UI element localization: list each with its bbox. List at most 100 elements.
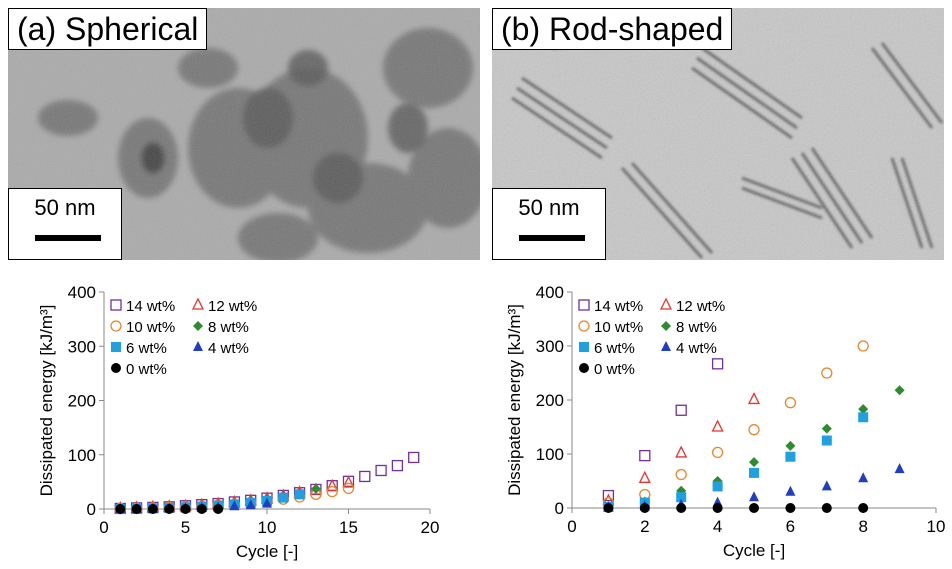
chart-a-x-tick-label: 15 (339, 518, 358, 537)
chart-b-legend-marker (579, 342, 589, 352)
chart-a-data-point (326, 485, 338, 498)
chart-b-data-point (858, 412, 869, 423)
chart-a-data-point (180, 504, 191, 514)
chart-b-y-tick-label: 300 (536, 337, 564, 356)
chart-b-data-point (712, 481, 723, 492)
chart-a-data-point (310, 483, 321, 494)
chart-b-x-tick-label: 8 (858, 517, 867, 536)
chart-b-data-point (858, 503, 869, 513)
chart-b-data-point (821, 435, 832, 446)
chart-a-data-point (245, 499, 256, 510)
chart-b-data-point (748, 424, 760, 436)
chart-b-data-point (858, 472, 869, 483)
chart-a-data-point (213, 504, 224, 514)
scale-bar-a (35, 235, 101, 241)
chart-a-legend-label: 6 wt% (126, 340, 167, 357)
chart-b-legend-marker (661, 341, 671, 351)
chart-a-y-tick-label: 200 (68, 392, 96, 411)
chart-b-data-point (821, 503, 832, 513)
chart-a-data-point (342, 482, 355, 495)
chart-b-series-14wt (602, 358, 724, 502)
chart-a-y-tick-label: 300 (68, 337, 96, 356)
chart-b-legend-marker (579, 363, 589, 373)
chart-b-series-12wt (602, 392, 761, 506)
chart-a-x-tick-label: 20 (421, 518, 440, 537)
chart-spherical: 0 100 200 300 400 0 5 10 15 20 Cycle [-] Dissipated… (37, 283, 440, 561)
chart-b-data-point (821, 423, 832, 434)
chart-b-data-point (785, 503, 796, 513)
chart-b-data-point (894, 463, 905, 474)
chart-b-data-point (712, 503, 723, 513)
chart-b-legend-label: 4 wt% (676, 340, 717, 357)
chart-a-x-tick-label: 5 (181, 518, 190, 537)
chart-a-legend-marker (110, 320, 122, 332)
chart-b-data-point (675, 468, 687, 481)
chart-a-legend-marker (193, 321, 203, 331)
chart-b-data-point (747, 392, 761, 405)
chart-b-data-point (639, 503, 650, 513)
chart-a-x-tick-label: 0 (99, 518, 108, 537)
chart-a-series-6wt (115, 489, 305, 514)
chart-b-x-tick-label: 2 (640, 517, 649, 536)
chart-a-data-point (326, 478, 339, 491)
chart-b-data-point (784, 397, 797, 409)
chart-a-legend-marker (191, 297, 205, 310)
chart-b-y-tick-label: 200 (536, 391, 564, 410)
chart-b-data-point (858, 404, 869, 415)
chart-a-data-point (147, 504, 158, 514)
chart-a-legend-label: 4 wt% (208, 340, 249, 357)
chart-b-y-axis-label: Dissipated energy [kJ/m³] (505, 304, 524, 496)
chart-a-x-tick-label: 10 (258, 518, 277, 537)
chart-b-data-point (749, 457, 759, 468)
chart-a-legend-label: 14 wt% (126, 298, 175, 315)
chart-b-data-point (749, 467, 759, 478)
chart-b-data-point (675, 404, 687, 416)
chart-b-y-tick-label: 400 (536, 283, 564, 302)
chart-a-legend-marker (193, 341, 203, 351)
chart-b-legend: 14 wt% 12 wt% 10 wt% 8 wt% 6 wt% 4 wt% 0 wt% (578, 297, 725, 378)
chart-b-data-point (638, 470, 651, 483)
chart-b-x-axis-label: Cycle [-] (723, 541, 785, 560)
chart-a-data-point (164, 504, 175, 514)
chart-a-legend-label: 8 wt% (208, 319, 249, 336)
chart-b-data-point (785, 485, 796, 496)
chart-b-data-point (749, 503, 759, 513)
chart-b-legend-label: 12 wt% (676, 298, 725, 315)
chart-b-legend-label: 6 wt% (594, 340, 635, 357)
chart-a-data-point (196, 504, 207, 514)
chart-b-legend-marker (661, 321, 671, 331)
panel-label-b: (b) Rod-shaped (492, 8, 733, 50)
chart-a-legend-label: 12 wt% (208, 298, 257, 315)
chart-b-legend-label: 14 wt% (594, 298, 643, 315)
chart-b-data-point (857, 340, 869, 352)
chart-b-data-point (603, 503, 614, 513)
chart-a-x-axis-label: Cycle [-] (236, 542, 298, 561)
chart-a-data-point (359, 470, 371, 483)
chart-a-legend: 14 wt% 12 wt% 10 wt% 8 wt% 6 wt% 4 wt% 0 wt% (110, 297, 257, 378)
chart-b-data-point (894, 385, 905, 396)
chart-a-y-axis-label: Dissipated energy [kJ/m³] (37, 305, 56, 497)
chart-b-legend-marker (578, 320, 590, 332)
chart-b-legend-label: 8 wt% (676, 319, 717, 336)
chart-a-y-tick-label: 400 (68, 283, 96, 302)
chart-a-legend-label: 0 wt% (126, 361, 167, 378)
chart-b-data-point (821, 480, 832, 491)
chart-b-data-point (675, 445, 688, 458)
chart-a-data-point (408, 451, 420, 464)
scale-bar-box-b: 50 nm (492, 188, 606, 260)
chart-b-data-point (785, 451, 796, 462)
chart-b-legend-label: 10 wt% (594, 319, 643, 336)
chart-b-legend-label: 0 wt% (594, 361, 635, 378)
micrograph-spherical: (a) Spherical 50 nm (8, 8, 480, 260)
chart-a-data-point (115, 504, 126, 514)
chart-a-legend-label: 10 wt% (126, 319, 175, 336)
chart-b-data-point (602, 489, 615, 502)
panel-label-a: (a) Spherical (8, 8, 208, 50)
chart-a-legend-marker (111, 342, 121, 352)
scale-bar-label-b: 50 nm (518, 195, 580, 220)
chart-a-data-point (262, 497, 272, 508)
micrograph-rod-shaped: (b) Rod-shaped 50 nm (492, 8, 944, 260)
scale-bar-label-a: 50 nm (34, 195, 96, 220)
chart-a-data-point (294, 489, 305, 500)
chart-a-data-point (391, 459, 404, 472)
